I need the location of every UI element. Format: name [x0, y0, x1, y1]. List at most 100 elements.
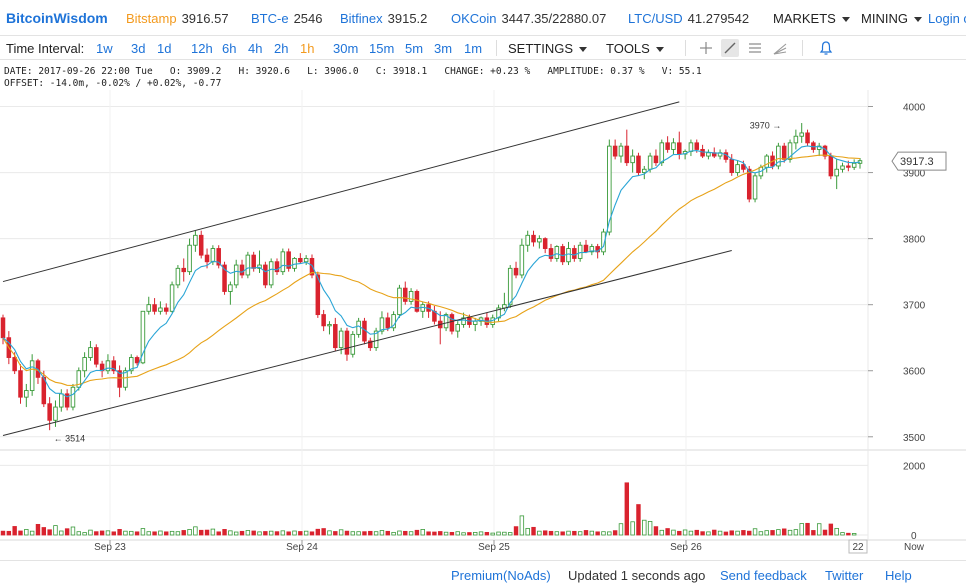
volume-bar	[286, 531, 291, 536]
candle-body	[263, 264, 268, 286]
ticker-name: OKCoin	[451, 11, 497, 26]
volume-bar	[741, 530, 746, 536]
interval-2h[interactable]: 2h	[274, 41, 289, 56]
volume-bar	[764, 530, 769, 536]
interval-1m[interactable]: 1m	[464, 41, 483, 56]
volume-bar	[519, 515, 525, 536]
top-bar: BitcoinWisdom Bitstamp 3916.57 BTC-e 2546 …	[0, 0, 966, 36]
candle-body	[764, 155, 769, 168]
settings-menu[interactable]: SETTINGS	[508, 41, 588, 56]
volume-bar	[24, 529, 29, 536]
crosshair-icon[interactable]	[697, 39, 715, 57]
candle-body	[274, 261, 280, 273]
bell-icon[interactable]	[817, 39, 835, 57]
chevron-down-icon	[579, 47, 588, 53]
ticker-ltc-usd[interactable]: LTC/USD 41.279542	[628, 11, 749, 26]
ticker-bitfinex[interactable]: Bitfinex 3915.2	[340, 11, 427, 26]
volume-bar	[414, 529, 420, 536]
interval-5m[interactable]: 5m	[405, 41, 424, 56]
candle-body	[350, 333, 356, 355]
candle-body	[630, 155, 635, 164]
interval-6h[interactable]: 6h	[222, 41, 237, 56]
candle-body	[298, 257, 303, 263]
interval-30m[interactable]: 30m	[333, 41, 359, 56]
twitter-link[interactable]: Twitter	[825, 568, 864, 583]
interval-1h[interactable]: 1h	[300, 41, 315, 56]
candle-body	[129, 357, 134, 372]
volume-bar	[677, 530, 682, 536]
volume-bar	[816, 523, 822, 536]
candle-body	[601, 231, 606, 253]
volume-bar	[554, 531, 560, 536]
interval-12h[interactable]: 12h	[191, 41, 213, 56]
volume-bar	[123, 530, 128, 536]
candle-body	[455, 324, 460, 332]
candle-body	[257, 264, 262, 269]
volume-bar	[268, 530, 274, 536]
brand-logo[interactable]: BitcoinWisdom	[6, 10, 108, 26]
volume-bar	[94, 531, 99, 536]
ticker-okcoin[interactable]: OKCoin 3447.35/22880.07	[451, 11, 606, 26]
volume-bar	[455, 531, 460, 536]
ticker-bitstamp[interactable]: Bitstamp 3916.57	[126, 11, 229, 26]
trend-channel-line[interactable]	[2, 250, 732, 436]
volume-bar	[752, 528, 758, 536]
help-link[interactable]: Help	[885, 568, 912, 583]
volume-bar	[502, 531, 507, 536]
candle-body	[29, 360, 35, 392]
trend-channel-line[interactable]	[2, 101, 680, 283]
candle-body	[385, 317, 391, 329]
candle-body	[793, 135, 799, 144]
volume-bar	[548, 530, 554, 536]
candle-body	[612, 145, 618, 157]
volume-bar	[467, 532, 472, 536]
candle-body	[158, 307, 163, 312]
premium-link[interactable]: Premium(NoAds)	[451, 568, 551, 583]
candle-body	[187, 244, 192, 273]
candle-body	[286, 251, 291, 269]
interval-4h[interactable]: 4h	[248, 41, 263, 56]
volume-bar	[368, 530, 373, 536]
volume-bar	[630, 521, 635, 536]
volume-bar	[438, 531, 443, 536]
candle-body	[840, 165, 845, 170]
volume-bar	[811, 530, 816, 536]
volume-bar	[6, 530, 12, 536]
interval-15m[interactable]: 15m	[369, 41, 395, 56]
ticker-btc-e[interactable]: BTC-e 2546	[251, 11, 322, 26]
volume-bar	[99, 530, 105, 536]
candle-body	[82, 357, 87, 372]
tools-menu[interactable]: TOOLS	[606, 41, 664, 56]
volume-bar	[280, 530, 286, 536]
markets-menu[interactable]: MARKETS	[773, 11, 850, 26]
interval-3m[interactable]: 3m	[434, 41, 453, 56]
fan-icon[interactable]	[771, 39, 789, 57]
horizontal-lines-icon[interactable]	[746, 39, 764, 57]
login-link[interactable]: Login o	[928, 11, 966, 26]
interval-3d[interactable]: 3d	[131, 41, 146, 56]
mining-menu[interactable]: MINING	[861, 11, 922, 26]
line-draw-icon[interactable]	[721, 39, 739, 57]
price-chart[interactable]: ← 3514 3970 → 4000 3900 3800 3700 3600 3500 200…	[0, 60, 966, 560]
ticker-name: Bitfinex	[340, 11, 383, 26]
candle-body	[624, 145, 630, 164]
current-day-box	[848, 539, 868, 554]
volume-bar	[612, 530, 618, 536]
volume-bar	[134, 531, 140, 536]
candle-body	[233, 264, 239, 286]
candle-body	[542, 238, 548, 249]
interval-1w[interactable]: 1w	[96, 41, 113, 56]
volume-bar	[420, 529, 425, 536]
volume-bar	[822, 529, 828, 536]
volume-bar	[350, 531, 356, 536]
feedback-link[interactable]: Send feedback	[720, 568, 807, 583]
volume-bar	[228, 530, 233, 536]
ticker-value: 41.279542	[687, 11, 750, 26]
candle-body	[333, 324, 338, 349]
candle-body	[443, 314, 449, 329]
volume-bar	[239, 530, 245, 536]
candle-body	[373, 330, 379, 349]
volume-bar	[793, 529, 799, 536]
candle-body	[105, 360, 111, 372]
interval-1d[interactable]: 1d	[157, 41, 172, 56]
